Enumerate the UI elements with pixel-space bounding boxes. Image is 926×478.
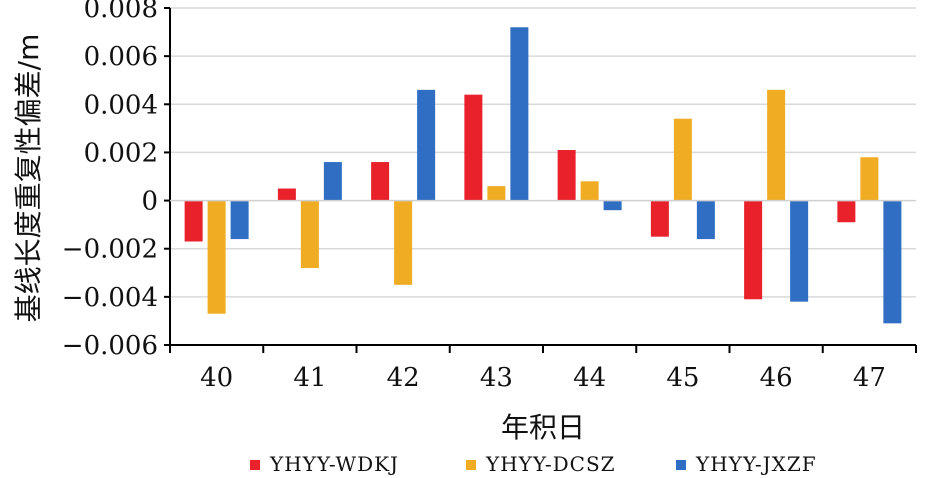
bar-yhyy-wdkj-47 xyxy=(837,200,856,223)
y-tick-label: 0.002 xyxy=(84,138,158,168)
bar-yhyy-wdkj-41 xyxy=(277,188,296,201)
y-tick-label: 0.008 xyxy=(84,0,158,24)
x-tick-label: 40 xyxy=(200,363,233,393)
bar-yhyy-jxzf-40 xyxy=(230,200,249,240)
legend-swatch xyxy=(466,460,476,470)
x-tick-labels: 40 41 42 43 44 45 46 47 xyxy=(200,363,886,393)
bar-yhyy-jxzf-46 xyxy=(790,200,809,302)
bar-yhyy-jxzf-43 xyxy=(510,27,529,201)
bar-yhyy-wdkj-42 xyxy=(371,162,390,201)
bar-yhyy-wdkj-44 xyxy=(557,150,576,201)
bar-yhyy-wdkj-46 xyxy=(744,200,763,300)
bar-yhyy-dcsz-45 xyxy=(673,118,692,201)
y-tick-label: −0.004 xyxy=(62,283,158,313)
x-tick-label: 46 xyxy=(760,363,793,393)
bars xyxy=(184,27,902,324)
bar-yhyy-jxzf-47 xyxy=(883,200,902,324)
legend-label: YHYY-WDKJ xyxy=(269,452,399,476)
legend-label: YHYY-JXZF xyxy=(695,452,817,476)
x-tick-label: 43 xyxy=(480,363,513,393)
bar-yhyy-dcsz-47 xyxy=(860,157,879,201)
legend-label: YHYY-DCSZ xyxy=(485,452,616,476)
bar-yhyy-wdkj-40 xyxy=(184,200,203,242)
axes xyxy=(164,7,917,353)
y-axis-title: 基线长度重复性偏差/m xyxy=(12,34,45,323)
bar-yhyy-dcsz-40 xyxy=(207,200,226,314)
bar-yhyy-dcsz-46 xyxy=(767,89,786,201)
bar-yhyy-jxzf-42 xyxy=(417,89,436,201)
y-tick-label: 0.006 xyxy=(84,42,158,72)
bar-yhyy-jxzf-44 xyxy=(603,200,622,211)
bar-yhyy-wdkj-45 xyxy=(650,200,669,237)
x-tick-label: 44 xyxy=(573,363,606,393)
x-tick-label: 42 xyxy=(387,363,420,393)
legend-swatch xyxy=(676,460,686,470)
bar-yhyy-jxzf-41 xyxy=(323,162,342,201)
bar-yhyy-dcsz-44 xyxy=(580,181,599,201)
y-tick-label: 0 xyxy=(141,187,158,217)
y-tick-label: −0.002 xyxy=(62,235,158,265)
bar-yhyy-dcsz-43 xyxy=(487,186,506,201)
y-tick-label: −0.006 xyxy=(62,331,158,361)
x-tick-label: 41 xyxy=(293,363,326,393)
y-tick-label: 0.004 xyxy=(84,90,158,120)
y-tick-labels: 0.008 0.006 0.004 0.002 0 −0.002 −0.004 −0.006 xyxy=(62,0,158,361)
x-tick-label: 45 xyxy=(666,363,699,393)
legend-swatch xyxy=(250,460,260,470)
bar-yhyy-dcsz-41 xyxy=(300,200,319,268)
bar-yhyy-jxzf-45 xyxy=(696,200,715,240)
x-tick-label: 47 xyxy=(853,363,886,393)
bar-yhyy-dcsz-42 xyxy=(394,200,413,285)
bar-yhyy-wdkj-43 xyxy=(464,94,483,201)
legend: YHYY-WDKJ YHYY-DCSZ YHYY-JXZF xyxy=(250,452,817,476)
x-axis-title: 年积日 xyxy=(501,411,585,444)
